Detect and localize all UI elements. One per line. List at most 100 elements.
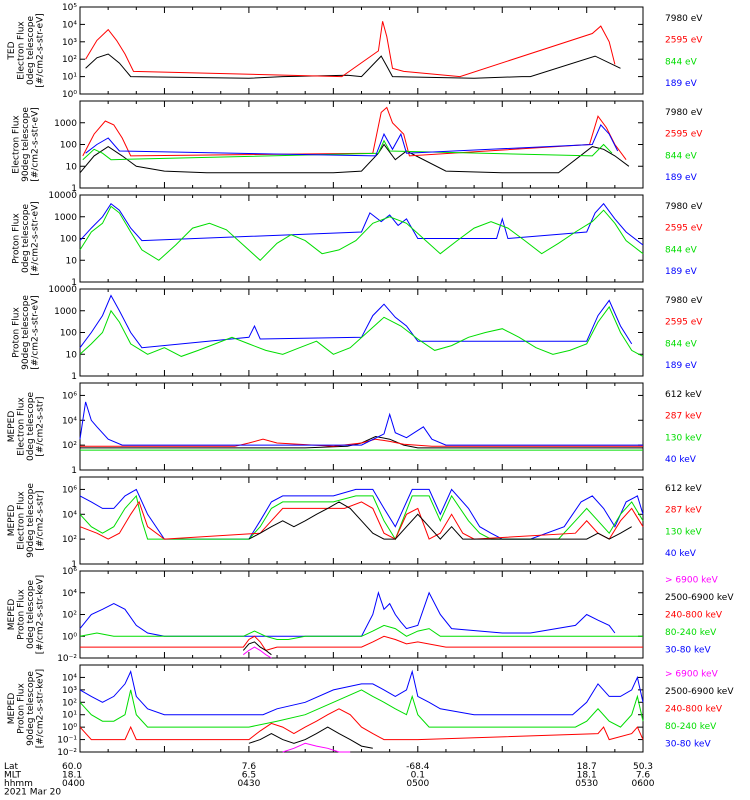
series-line xyxy=(79,500,644,540)
y-tick-label: 1000 xyxy=(54,119,77,129)
footer-hhmm: 0430 xyxy=(237,779,260,789)
y-tick-label: 10⁰ xyxy=(62,90,77,100)
y-tick-label: 10⁰ xyxy=(62,723,77,733)
legend-entry: 2500-6900 keV xyxy=(665,687,734,697)
y-tick-label: 10000 xyxy=(48,285,77,295)
y-axis-label: MEPED xyxy=(7,411,17,443)
y-axis-label: Proton Flux xyxy=(17,589,27,640)
footer-row-label: hhmm xyxy=(4,779,33,789)
y-tick-label: 10² xyxy=(62,698,77,708)
y-axis-label: Electron Flux xyxy=(17,21,27,80)
series-line xyxy=(82,106,627,160)
y-tick-label: 10⁴ xyxy=(62,416,77,426)
legend-entry: > 6900 keV xyxy=(665,670,719,680)
footer-lat: 50.3 xyxy=(633,762,653,772)
series-line xyxy=(79,689,644,728)
series-line xyxy=(79,143,630,174)
plot-frame xyxy=(79,664,644,753)
series-line xyxy=(79,205,644,261)
legend-entry: 7980 eV xyxy=(665,14,703,24)
legend-entry: 2595 eV xyxy=(665,36,703,46)
legend-entry: 287 keV xyxy=(665,506,702,516)
y-tick-label: 1 xyxy=(71,278,77,288)
legend-entry: 240-800 keV xyxy=(665,611,723,621)
y-tick-label: 10⁶ xyxy=(62,391,77,401)
panel-2: 1 10 100 1000 Electron Flux 90deg telescope [#… xyxy=(12,100,703,194)
legend-entry: 7980 eV xyxy=(665,108,703,118)
series-line xyxy=(79,494,644,541)
y-tick-label: 1 xyxy=(71,560,77,570)
y-tick-label: 10² xyxy=(62,535,77,545)
y-tick-label: 10000 xyxy=(48,191,77,201)
y-axis-label: 90deg telescope xyxy=(26,671,36,746)
series-line xyxy=(79,401,643,446)
legend-entry: 7980 eV xyxy=(665,296,703,306)
legend-entry: 240-800 keV xyxy=(665,705,723,715)
y-tick-label: 10 xyxy=(66,256,78,266)
series-line xyxy=(85,53,621,79)
footer-row-label: MLT xyxy=(4,771,22,781)
footer-lat: 7.6 xyxy=(242,762,257,772)
series-line xyxy=(248,726,373,749)
footer-hhmm: 0600 xyxy=(632,779,655,789)
legend-entry: 7980 eV xyxy=(665,202,703,212)
y-tick-label: 100 xyxy=(60,235,77,245)
y-tick-label: 10⁻² xyxy=(57,654,77,664)
y-tick-label: 10⁶ xyxy=(62,567,77,577)
panel-8: 10⁻² 10⁻¹ 10⁰ 10¹ 10² 10³ 10⁴ MEPED Proton Flux 9… xyxy=(7,664,734,758)
y-axis-label: 0deg telescope xyxy=(26,16,36,86)
y-tick-label: 1 xyxy=(71,184,77,194)
series-line xyxy=(85,123,619,157)
plot-frame xyxy=(79,6,644,95)
legend-entry: 189 eV xyxy=(665,79,698,89)
plot-frame xyxy=(79,100,644,189)
y-axis-label: 90deg telescope xyxy=(21,295,31,370)
y-axis-label: [#/cm2-s-str-keV] xyxy=(36,575,46,654)
y-axis-label: 90deg telescope xyxy=(21,107,31,182)
y-axis-label: [#/cm2-s-str-keV] xyxy=(36,669,46,748)
y-axis-label: Electron Flux xyxy=(12,115,22,174)
footer-hhmm: 0500 xyxy=(406,779,429,789)
y-tick-label: 10⁴ xyxy=(62,20,77,30)
panel-3: 1 10 100 1000 10000 Proton Flux 0deg telescope… xyxy=(12,191,704,288)
y-tick-label: 10⁴ xyxy=(62,589,77,599)
y-tick-label: 10³ xyxy=(62,38,77,48)
y-axis-label: MEPED xyxy=(7,599,17,631)
legend-entry: > 6900 keV xyxy=(665,576,719,586)
y-axis-label: 0deg telescope xyxy=(26,580,36,650)
series-line xyxy=(82,139,613,161)
legend-entry: 844 eV xyxy=(665,57,698,67)
footer-mlt: 6.5 xyxy=(242,771,256,781)
plot-frame xyxy=(79,288,644,377)
legend-entry: 844 eV xyxy=(665,151,698,161)
y-tick-label: 1000 xyxy=(54,307,77,317)
y-tick-label: 10³ xyxy=(62,686,77,696)
panel-1: 10⁰ 10¹ 10² 10³ 10⁴ 10⁵ TED Electron Flux 0deg t… xyxy=(7,3,703,100)
plot-frame xyxy=(79,382,644,471)
y-axis-label: Proton Flux xyxy=(12,307,22,358)
series-line xyxy=(80,635,643,651)
legend-entry: 287 keV xyxy=(665,412,702,422)
y-tick-label: 10⁴ xyxy=(62,510,77,520)
legend-entry: 130 keV xyxy=(665,527,702,537)
y-axis-label: [#/cm2-s-str] xyxy=(36,396,46,456)
legend-entry: 612 keV xyxy=(665,484,702,494)
y-tick-label: 10² xyxy=(62,55,77,65)
series-line xyxy=(79,591,616,637)
legend-entry: 2595 eV xyxy=(665,224,703,234)
footer-row-label: Lat xyxy=(4,762,19,772)
y-axis-label: Proton Flux xyxy=(17,683,27,734)
y-axis-label: Proton Flux xyxy=(12,213,22,264)
legend-entry: 40 keV xyxy=(665,455,697,465)
y-tick-label: 1 xyxy=(71,466,77,476)
y-tick-label: 10⁶ xyxy=(62,485,77,495)
legend-entry: 844 eV xyxy=(665,245,698,255)
legend-entry: 189 eV xyxy=(665,361,698,371)
legend-entry: 612 keV xyxy=(665,390,702,400)
footer-hhmm: 0530 xyxy=(575,779,598,789)
series-line xyxy=(242,646,272,659)
footer-hhmm: 0400 xyxy=(62,779,85,789)
legend-entry: 80-240 keV xyxy=(665,628,717,638)
legend-entry: 2500-6900 keV xyxy=(665,593,734,603)
